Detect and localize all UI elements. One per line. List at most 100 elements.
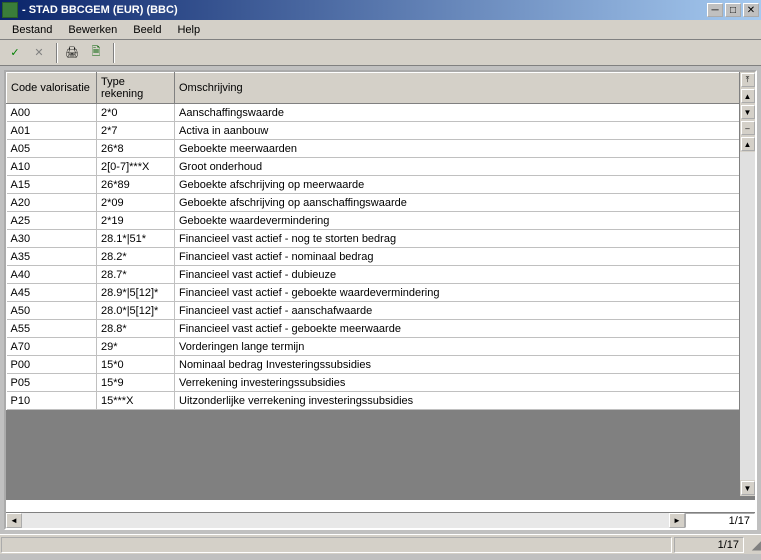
table-row[interactable]: A4528.9*|5[12]*Financieel vast actief - … xyxy=(7,284,755,302)
cell-omschr[interactable]: Vorderingen lange termijn xyxy=(175,338,755,356)
table-row[interactable]: A5028.0*|5[12]*Financieel vast actief - … xyxy=(7,302,755,320)
cell-omschr[interactable]: Nominaal bedrag Investeringssubsidies xyxy=(175,356,755,374)
status-page-indicator: 1/17 xyxy=(674,537,744,553)
export-button[interactable]: 🗎 xyxy=(85,42,107,64)
menu-help[interactable]: Help xyxy=(169,22,208,38)
table-row[interactable]: A4028.7*Financieel vast actief - dubieuz… xyxy=(7,266,755,284)
table-row[interactable]: A3528.2*Financieel vast actief - nominaa… xyxy=(7,248,755,266)
toolbar-separator-2 xyxy=(113,43,114,63)
cell-omschr[interactable]: Financieel vast actief - geboekte meerwa… xyxy=(175,320,755,338)
cell-type[interactable]: 28.7* xyxy=(97,266,175,284)
cell-type[interactable]: 2*0 xyxy=(97,104,175,122)
cell-code[interactable]: A20 xyxy=(7,194,97,212)
cell-omschr[interactable]: Aanschaffingswaarde xyxy=(175,104,755,122)
menu-beeld[interactable]: Beeld xyxy=(125,22,169,38)
data-grid: Code valorisatie Type rekening Omschrijv… xyxy=(6,72,755,410)
col-header-code[interactable]: Code valorisatie xyxy=(7,73,97,104)
maximize-button[interactable]: □ xyxy=(725,3,741,17)
cell-type[interactable]: 15***X xyxy=(97,392,175,410)
table-row[interactable]: A0526*8Geboekte meerwaarden xyxy=(7,140,755,158)
cell-code[interactable]: A70 xyxy=(7,338,97,356)
cell-omschr[interactable]: Financieel vast actief - nominaal bedrag xyxy=(175,248,755,266)
cell-code[interactable]: A55 xyxy=(7,320,97,338)
cell-code[interactable]: A25 xyxy=(7,212,97,230)
cell-omschr[interactable]: Financieel vast actief - nog te storten … xyxy=(175,230,755,248)
menu-bewerken[interactable]: Bewerken xyxy=(60,22,125,38)
nav-down-icon[interactable]: ▼ xyxy=(741,105,755,119)
titlebar: - STAD BBCGEM (EUR) (BBC) ─ □ ✕ xyxy=(0,0,761,20)
cell-omschr[interactable]: Geboekte meerwaarden xyxy=(175,140,755,158)
cell-type[interactable]: 2*19 xyxy=(97,212,175,230)
cell-code[interactable]: A45 xyxy=(7,284,97,302)
cell-code[interactable]: A10 xyxy=(7,158,97,176)
cell-code[interactable]: A15 xyxy=(7,176,97,194)
cell-omschr[interactable]: Groot onderhoud xyxy=(175,158,755,176)
table-row[interactable]: A5528.8*Financieel vast actief - geboekt… xyxy=(7,320,755,338)
print-button[interactable]: 🖨 xyxy=(61,42,83,64)
menu-bestand[interactable]: Bestand xyxy=(4,22,60,38)
grid-header-row: Code valorisatie Type rekening Omschrijv… xyxy=(7,73,755,104)
cell-type[interactable]: 29* xyxy=(97,338,175,356)
grid-page-indicator: 1/17 xyxy=(685,513,755,528)
cell-type[interactable]: 26*89 xyxy=(97,176,175,194)
cell-code[interactable]: P10 xyxy=(7,392,97,410)
cell-type[interactable]: 15*9 xyxy=(97,374,175,392)
nav-first-icon[interactable]: ⤒ xyxy=(741,73,755,87)
cell-omschr[interactable]: Geboekte afschrijving op meerwaarde xyxy=(175,176,755,194)
nav-up-icon[interactable]: ▲ xyxy=(741,89,755,103)
table-row[interactable]: A002*0Aanschaffingswaarde xyxy=(7,104,755,122)
table-row[interactable]: P0515*9Verrekening investeringssubsidies xyxy=(7,374,755,392)
cell-type[interactable]: 28.2* xyxy=(97,248,175,266)
vscroll-track[interactable] xyxy=(740,152,756,480)
cell-omschr[interactable]: Verrekening investeringssubsidies xyxy=(175,374,755,392)
cell-type[interactable]: 28.8* xyxy=(97,320,175,338)
nav-marker-icon[interactable]: – xyxy=(741,121,755,135)
cell-code[interactable]: A00 xyxy=(7,104,97,122)
hscroll-right-icon[interactable]: ► xyxy=(669,513,685,528)
vertical-navigator: ⤒ ▲ ▼ – ▲ ▼ xyxy=(739,72,755,496)
table-row[interactable]: A7029*Vorderingen lange termijn xyxy=(7,338,755,356)
cell-code[interactable]: A50 xyxy=(7,302,97,320)
resize-grip-icon[interactable]: ◢ xyxy=(745,538,761,552)
cell-omschr[interactable]: Geboekte waardevermindering xyxy=(175,212,755,230)
hscroll-left-icon[interactable]: ◄ xyxy=(6,513,22,528)
cell-type[interactable]: 26*8 xyxy=(97,140,175,158)
cell-type[interactable]: 15*0 xyxy=(97,356,175,374)
table-row[interactable]: P0015*0Nominaal bedrag Investeringssubsi… xyxy=(7,356,755,374)
cell-type[interactable]: 28.1*|51* xyxy=(97,230,175,248)
cell-type[interactable]: 28.9*|5[12]* xyxy=(97,284,175,302)
cell-omschr[interactable]: Uitzonderlijke verrekening investeringss… xyxy=(175,392,755,410)
cell-code[interactable]: P05 xyxy=(7,374,97,392)
cell-type[interactable]: 2*7 xyxy=(97,122,175,140)
cell-omschr[interactable]: Financieel vast actief - dubieuze xyxy=(175,266,755,284)
cell-type[interactable]: 2[0-7]***X xyxy=(97,158,175,176)
col-header-type[interactable]: Type rekening xyxy=(97,73,175,104)
scroll-up-icon[interactable]: ▲ xyxy=(741,137,755,151)
cancel-button[interactable]: ✕ xyxy=(28,42,50,64)
confirm-button[interactable]: ✓ xyxy=(4,42,26,64)
cell-omschr[interactable]: Activa in aanbouw xyxy=(175,122,755,140)
cell-omschr[interactable]: Financieel vast actief - geboekte waarde… xyxy=(175,284,755,302)
cell-omschr[interactable]: Financieel vast actief - aanschafwaarde xyxy=(175,302,755,320)
close-button[interactable]: ✕ xyxy=(743,3,759,17)
cell-type[interactable]: 28.0*|5[12]* xyxy=(97,302,175,320)
table-row[interactable]: A1526*89Geboekte afschrijving op meerwaa… xyxy=(7,176,755,194)
scroll-down-icon[interactable]: ▼ xyxy=(741,481,755,495)
hscroll-track[interactable] xyxy=(22,513,669,528)
minimize-button[interactable]: ─ xyxy=(707,3,723,17)
cell-code[interactable]: A35 xyxy=(7,248,97,266)
table-row[interactable]: A3028.1*|51*Financieel vast actief - nog… xyxy=(7,230,755,248)
cell-code[interactable]: P00 xyxy=(7,356,97,374)
cell-code[interactable]: A40 xyxy=(7,266,97,284)
cell-omschr[interactable]: Geboekte afschrijving op aanschaffingswa… xyxy=(175,194,755,212)
table-row[interactable]: P1015***XUitzonderlijke verrekening inve… xyxy=(7,392,755,410)
cell-code[interactable]: A01 xyxy=(7,122,97,140)
col-header-omschr[interactable]: Omschrijving xyxy=(175,73,755,104)
table-row[interactable]: A202*09Geboekte afschrijving op aanschaf… xyxy=(7,194,755,212)
cell-type[interactable]: 2*09 xyxy=(97,194,175,212)
table-row[interactable]: A252*19Geboekte waardevermindering xyxy=(7,212,755,230)
cell-code[interactable]: A05 xyxy=(7,140,97,158)
cell-code[interactable]: A30 xyxy=(7,230,97,248)
table-row[interactable]: A012*7Activa in aanbouw xyxy=(7,122,755,140)
table-row[interactable]: A102[0-7]***XGroot onderhoud xyxy=(7,158,755,176)
